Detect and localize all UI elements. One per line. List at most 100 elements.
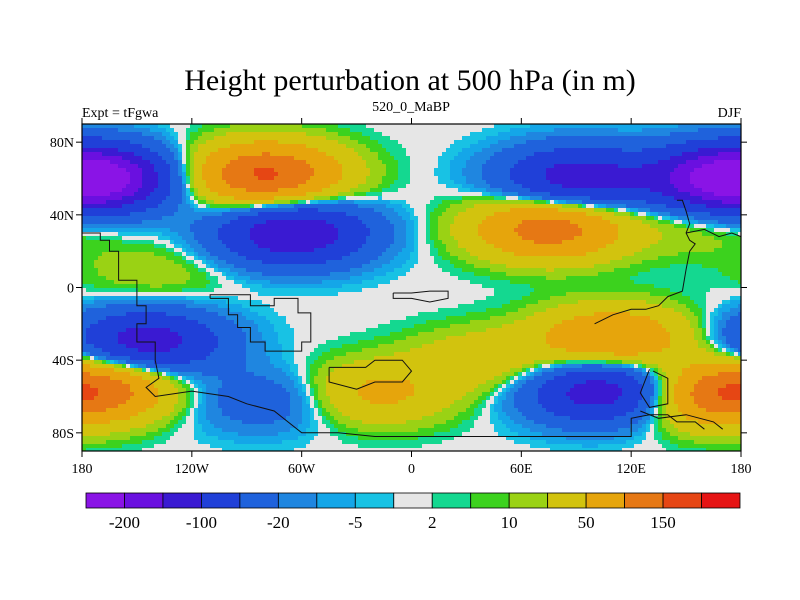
field-cell bbox=[218, 188, 223, 193]
field-cell bbox=[158, 152, 163, 157]
field-cell bbox=[426, 212, 431, 217]
field-cell bbox=[114, 136, 119, 141]
field-cell bbox=[142, 236, 147, 241]
field-cell bbox=[362, 212, 367, 217]
field-cell bbox=[170, 232, 175, 237]
field-cell bbox=[218, 148, 223, 153]
field-cell bbox=[282, 180, 287, 185]
field-cell bbox=[430, 212, 435, 217]
field-cell bbox=[434, 196, 439, 201]
field-cell bbox=[298, 188, 303, 193]
field-cell bbox=[258, 176, 263, 181]
field-cell bbox=[314, 168, 319, 173]
field-cell bbox=[298, 232, 303, 237]
field-cell bbox=[714, 176, 719, 181]
field-cell bbox=[178, 224, 183, 229]
field-cell bbox=[690, 172, 695, 177]
field-cell bbox=[598, 124, 603, 129]
field-cell bbox=[602, 180, 607, 185]
field-cell bbox=[318, 160, 323, 165]
field-cell bbox=[738, 176, 742, 181]
field-cell bbox=[186, 196, 191, 201]
field-cell bbox=[278, 216, 283, 221]
experiment-label: Expt = tFgwa bbox=[82, 106, 159, 121]
field-cell bbox=[706, 220, 711, 225]
field-cell bbox=[318, 148, 323, 153]
field-cell bbox=[642, 164, 647, 169]
field-cell bbox=[222, 164, 227, 169]
field-cell bbox=[470, 216, 475, 221]
field-cell bbox=[198, 156, 203, 161]
field-cell bbox=[482, 164, 487, 169]
field-cell bbox=[646, 204, 651, 209]
field-cell bbox=[234, 144, 239, 149]
field-cell bbox=[210, 216, 215, 221]
field-cell bbox=[246, 132, 251, 137]
field-cell bbox=[394, 196, 399, 201]
field-cell bbox=[182, 168, 187, 173]
field-cell bbox=[310, 212, 315, 217]
field-cell bbox=[258, 184, 263, 189]
field-cell bbox=[382, 208, 387, 213]
field-cell bbox=[154, 136, 159, 141]
field-cell bbox=[362, 176, 367, 181]
field-cell bbox=[366, 164, 371, 169]
field-cell bbox=[530, 208, 535, 213]
field-cell bbox=[114, 212, 119, 217]
field-cell bbox=[442, 176, 447, 181]
field-cell bbox=[122, 168, 127, 173]
field-cell bbox=[658, 236, 663, 241]
field-cell bbox=[94, 128, 99, 133]
field-cell bbox=[366, 124, 371, 129]
field-cell bbox=[498, 208, 503, 213]
field-cell bbox=[230, 236, 235, 241]
field-cell bbox=[710, 128, 715, 133]
field-cell bbox=[206, 180, 211, 185]
field-cell bbox=[142, 164, 147, 169]
field-cell bbox=[486, 124, 491, 129]
field-cell bbox=[122, 128, 127, 133]
field-cell bbox=[586, 164, 591, 169]
field-cell bbox=[594, 148, 599, 153]
field-cell bbox=[198, 132, 203, 137]
field-cell bbox=[94, 244, 99, 249]
field-cell bbox=[86, 204, 91, 209]
field-cell bbox=[150, 132, 155, 137]
field-cell bbox=[362, 232, 367, 237]
field-cell bbox=[322, 228, 327, 233]
field-cell bbox=[326, 196, 331, 201]
field-cell bbox=[106, 208, 111, 213]
field-cell bbox=[230, 140, 235, 145]
field-cell bbox=[738, 212, 742, 217]
field-cell bbox=[130, 124, 135, 129]
field-cell bbox=[466, 212, 471, 217]
field-cell bbox=[734, 124, 739, 129]
field-cell bbox=[610, 128, 615, 133]
field-cell bbox=[490, 144, 495, 149]
field-cell bbox=[294, 216, 299, 221]
field-cell bbox=[418, 196, 423, 201]
field-cell bbox=[302, 208, 307, 213]
field-cell bbox=[722, 180, 727, 185]
field-cell bbox=[134, 188, 139, 193]
field-cell bbox=[514, 192, 519, 197]
field-cell bbox=[142, 180, 147, 185]
field-cell bbox=[502, 220, 507, 225]
field-cell bbox=[282, 224, 287, 229]
field-cell bbox=[634, 152, 639, 157]
field-cell bbox=[374, 240, 379, 245]
field-cell bbox=[302, 144, 307, 149]
field-cell bbox=[554, 204, 559, 209]
field-cell bbox=[278, 148, 283, 153]
field-cell bbox=[610, 140, 615, 145]
field-cell bbox=[230, 152, 235, 157]
field-cell bbox=[402, 204, 407, 209]
field-cell bbox=[530, 128, 535, 133]
field-cell bbox=[134, 164, 139, 169]
field-cell bbox=[194, 156, 199, 161]
field-cell bbox=[318, 164, 323, 169]
field-cell bbox=[378, 132, 383, 137]
field-cell bbox=[582, 224, 587, 229]
field-cell bbox=[538, 176, 543, 181]
field-cell bbox=[482, 240, 487, 245]
